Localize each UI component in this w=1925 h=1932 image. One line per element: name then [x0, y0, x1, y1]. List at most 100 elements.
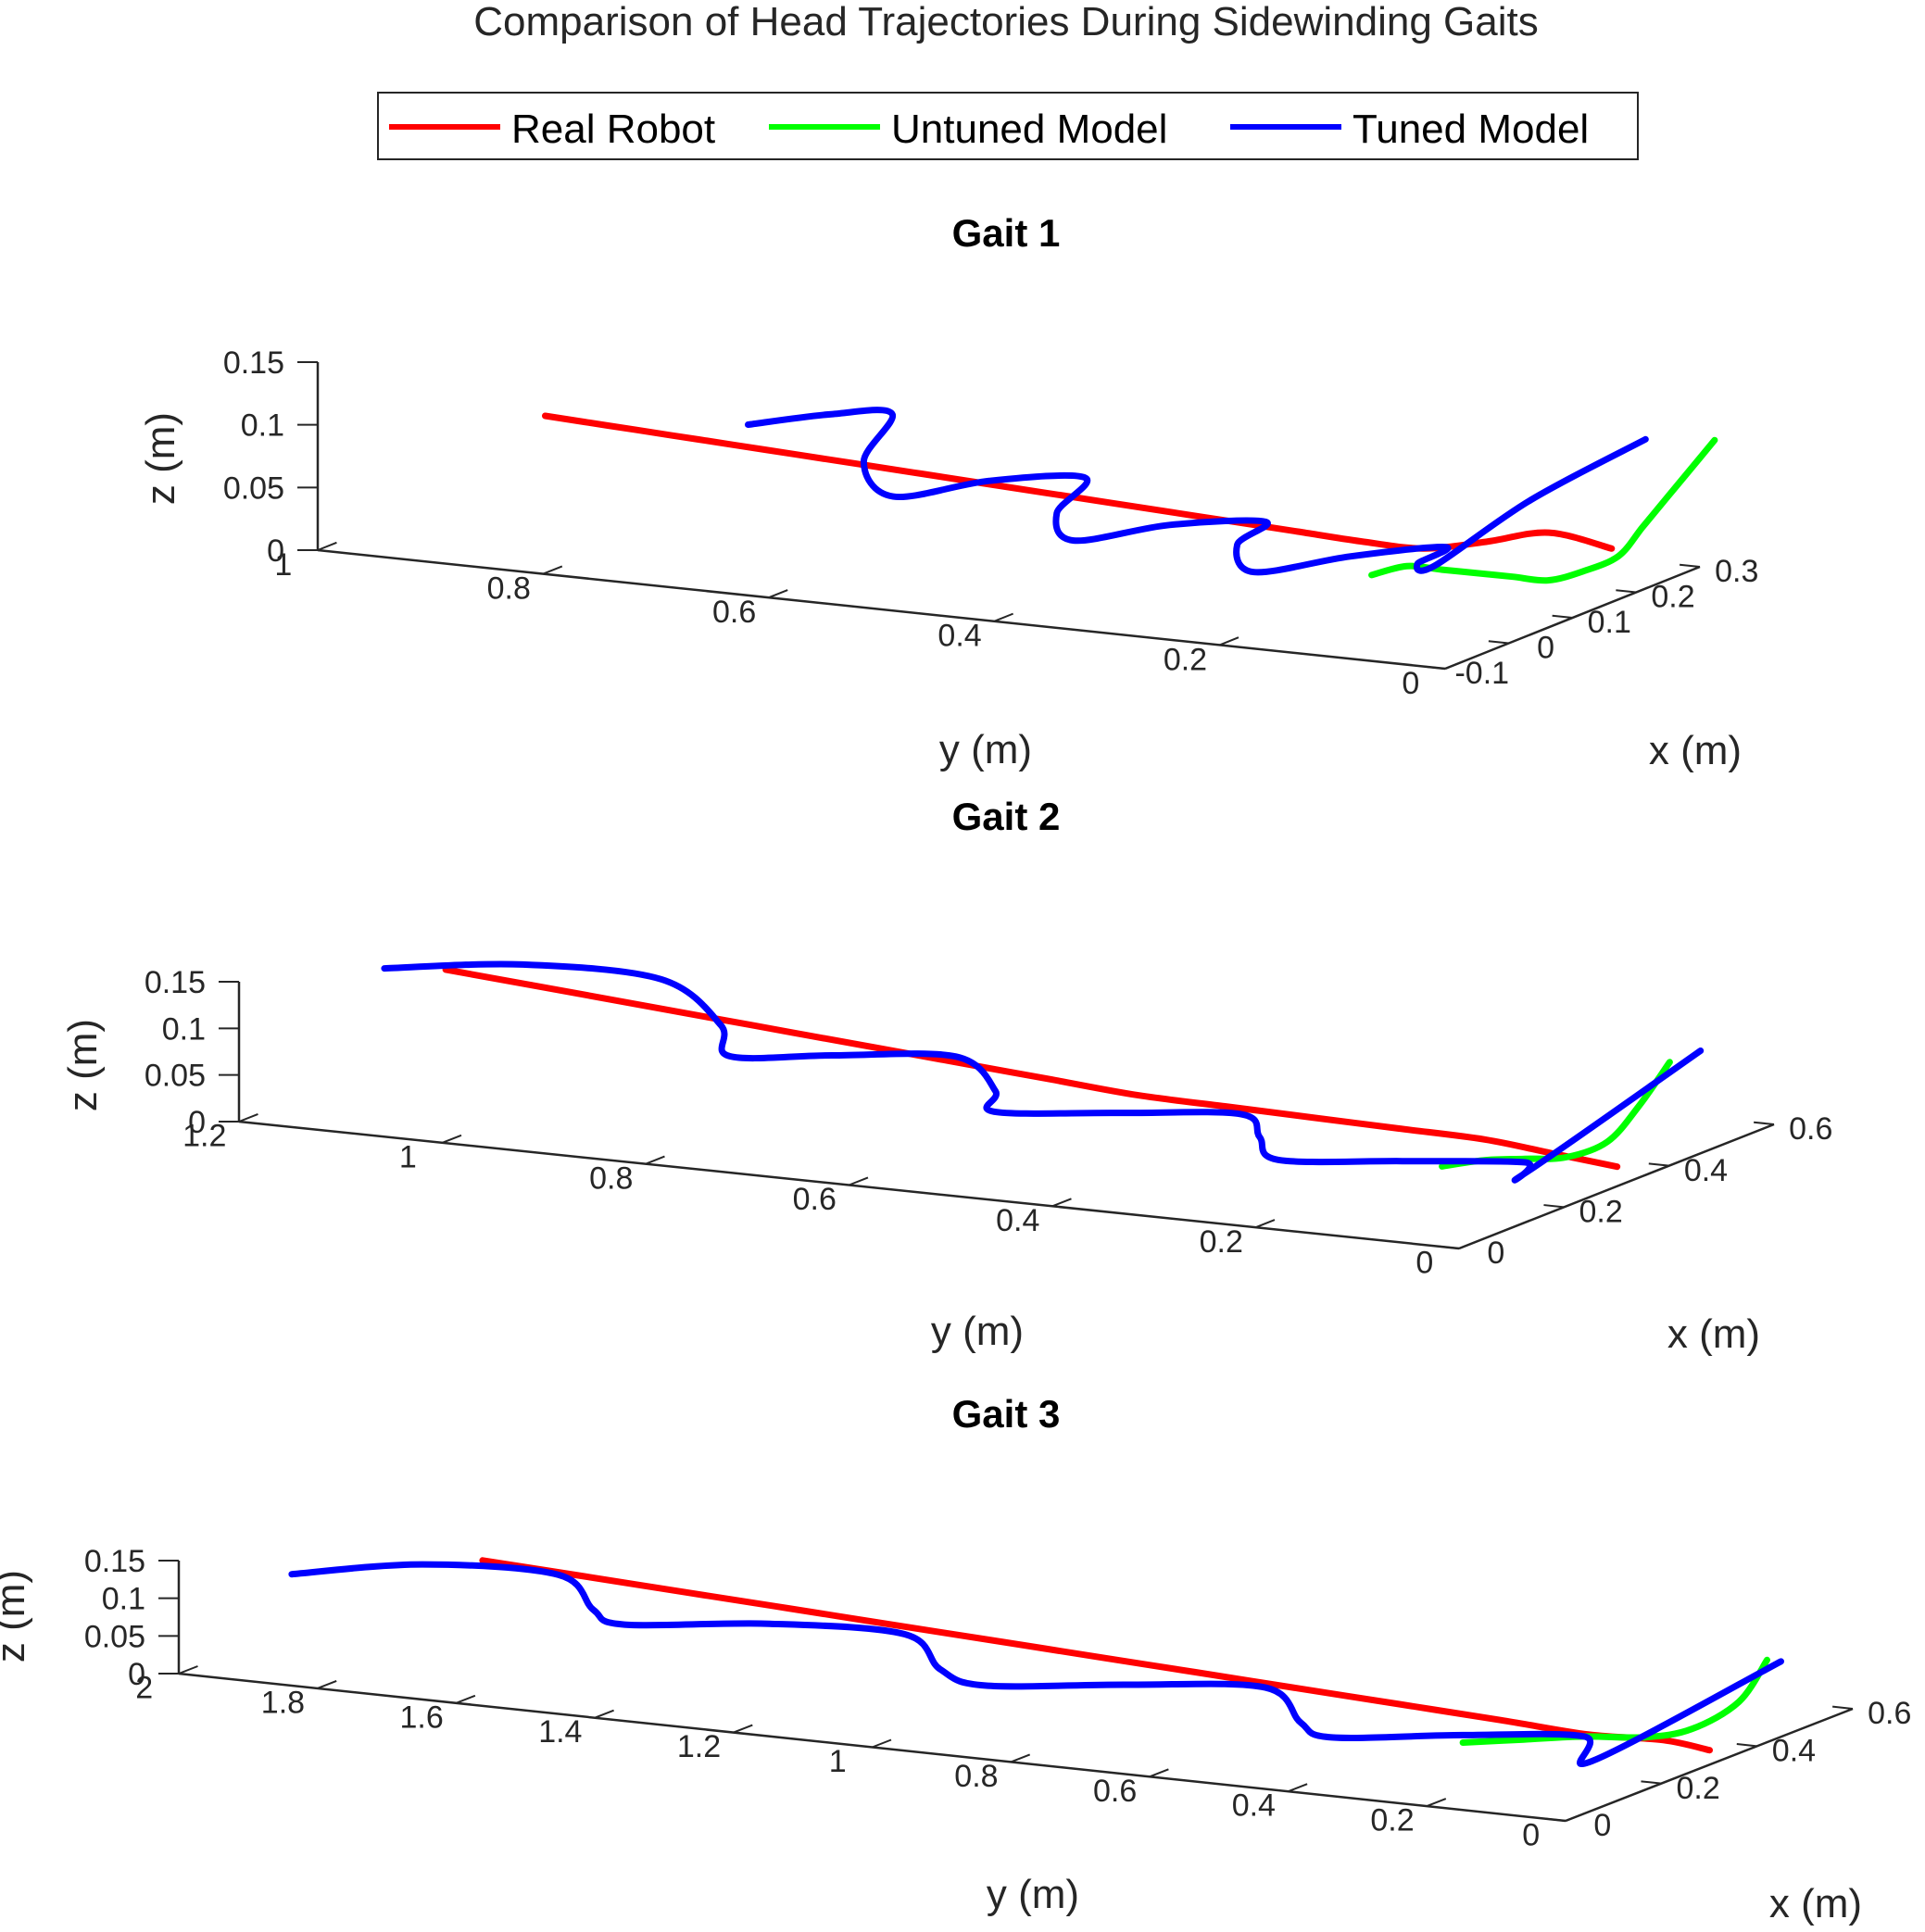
y-tick [1444, 659, 1465, 670]
y-tick-label: 0.6 [793, 1182, 837, 1217]
x-axis-label: x (m) [1667, 1311, 1760, 1357]
y-tick-label: 0.8 [589, 1160, 633, 1196]
legend-label-real-robot: Real Robot [511, 107, 715, 152]
legend-label-tuned-model: Tuned Model [1353, 107, 1589, 152]
series-untuned-model-line [1368, 436, 1718, 584]
x-tick [1648, 1162, 1669, 1167]
x-tick [1545, 1817, 1566, 1822]
z-tick-label: 0.05 [223, 470, 284, 506]
legend-label-untuned-model: Untuned Model [891, 107, 1167, 152]
x-tick-label: 0.3 [1715, 554, 1758, 589]
x-tick-label: 0.2 [1651, 580, 1694, 615]
legend: Real Robot Untuned Model Tuned Model [377, 92, 1639, 160]
y-tick [645, 1155, 665, 1165]
x-tick [1641, 1780, 1662, 1785]
subplot-gait-3: Gait 300.20.40.60.811.21.41.61.8200.20.4… [0, 1392, 1911, 1926]
y-tick [1255, 1219, 1276, 1229]
x-tick [1754, 1121, 1775, 1125]
y-tick-label: 1.8 [261, 1685, 305, 1720]
legend-box [377, 92, 1639, 160]
z-tick-label: 0.15 [145, 965, 206, 1000]
x-tick [1552, 614, 1573, 619]
y-tick-label: 0.4 [937, 619, 981, 654]
subplot-title: Gait 2 [952, 795, 1061, 838]
y-tick [238, 1113, 258, 1123]
series-untuned-model-line [1459, 1656, 1770, 1746]
y-tick [1288, 1783, 1308, 1793]
x-tick-label: 0.4 [1772, 1734, 1816, 1769]
series-real-robot-line [542, 412, 1616, 552]
series-tuned-model-line [745, 407, 1649, 576]
x-tick-label: 0 [1487, 1236, 1504, 1271]
y-tick-label: 1 [829, 1744, 847, 1779]
x-tick-label: 0.2 [1676, 1771, 1719, 1806]
y-tick [849, 1176, 869, 1186]
y-tick-label: 1 [274, 547, 292, 583]
y-tick-label: 0.4 [1232, 1788, 1276, 1824]
y-tick-label: 1.4 [538, 1714, 582, 1750]
z-axis-label: z (m) [60, 1019, 106, 1111]
y-tick-label: 0.8 [487, 571, 531, 606]
y-tick [1565, 1813, 1585, 1822]
x-tick-label: 0 [1537, 631, 1554, 666]
y-tick-label: 0.2 [1164, 642, 1207, 677]
subplots: Gait 1 0 0.2 0.4 0.6 0.8 1 -0.1 0 0.1 0.2 0.3 0 0.05 0… [0, 211, 1911, 1926]
y-axis-line [317, 548, 1446, 671]
y-tick-label: 0 [1415, 1246, 1433, 1281]
z-tick-label: 0.1 [241, 408, 284, 444]
x-axis-label: x (m) [1649, 728, 1742, 773]
y-tick [1219, 636, 1239, 646]
y-tick [442, 1134, 462, 1144]
x-tick-label: 0.6 [1789, 1111, 1832, 1147]
y-tick [456, 1694, 476, 1704]
y-tick [1426, 1798, 1447, 1808]
y-tick-label: 0 [1402, 666, 1419, 701]
y-tick-label: 1 [399, 1140, 417, 1175]
x-tick [1439, 1245, 1460, 1249]
y-tick-label: 0.2 [1200, 1224, 1243, 1260]
x-tick-label: 0.1 [1588, 605, 1631, 640]
y-tick-label: 0.2 [1370, 1803, 1414, 1838]
z-tick-label: 0 [188, 1105, 206, 1140]
y-tick-label: 0 [1522, 1818, 1540, 1853]
y-tick-label: 0.8 [954, 1759, 998, 1794]
y-tick [1458, 1240, 1478, 1249]
x-tick-label: 0.2 [1579, 1194, 1622, 1229]
y-tick-label: 1.2 [677, 1729, 721, 1764]
y-tick-label: 0.6 [1093, 1774, 1137, 1809]
y-tick [594, 1709, 614, 1719]
figure-title: Comparison of Head Trajectories During S… [473, 0, 1538, 44]
y-axis-label: y (m) [931, 1309, 1024, 1354]
y-tick-label: 0.6 [712, 595, 756, 630]
series-tuned-model-line [288, 1561, 1784, 1768]
series-real-robot-line [442, 966, 1621, 1171]
z-axis-label: z (m) [0, 1570, 33, 1662]
y-tick [768, 589, 788, 599]
x-tick [1488, 640, 1509, 645]
x-axis-line [1565, 1707, 1854, 1823]
x-tick-label: 0 [1593, 1808, 1611, 1843]
series-tuned-model-line [381, 960, 1705, 1184]
z-tick-label: 0 [128, 1657, 145, 1692]
z-tick-label: 0 [267, 533, 284, 569]
x-tick-label: 0.6 [1868, 1696, 1911, 1731]
y-tick [1010, 1753, 1031, 1763]
y-tick-label: 0.4 [996, 1203, 1039, 1238]
y-tick [872, 1738, 892, 1749]
y-tick [543, 565, 563, 575]
subplot-gait-1: Gait 1 0 0.2 0.4 0.6 0.8 1 -0.1 0 0.1 0.2 0.3 0 0.05 0… [138, 211, 1758, 773]
y-axis-label: y (m) [987, 1872, 1079, 1917]
series-real-robot-line [479, 1557, 1713, 1754]
x-tick-label: -0.1 [1454, 656, 1509, 691]
z-tick-label: 0.15 [223, 345, 284, 381]
y-tick [317, 541, 337, 551]
y-tick-label: 1.6 [400, 1700, 444, 1735]
x-tick [1425, 665, 1446, 670]
subplot-title: Gait 1 [952, 211, 1061, 255]
z-tick-label: 0.05 [145, 1059, 206, 1094]
x-tick-label: 0.4 [1684, 1153, 1728, 1188]
subplot-title: Gait 3 [952, 1392, 1061, 1436]
z-tick-label: 0.1 [162, 1011, 206, 1047]
x-tick [1616, 589, 1637, 594]
